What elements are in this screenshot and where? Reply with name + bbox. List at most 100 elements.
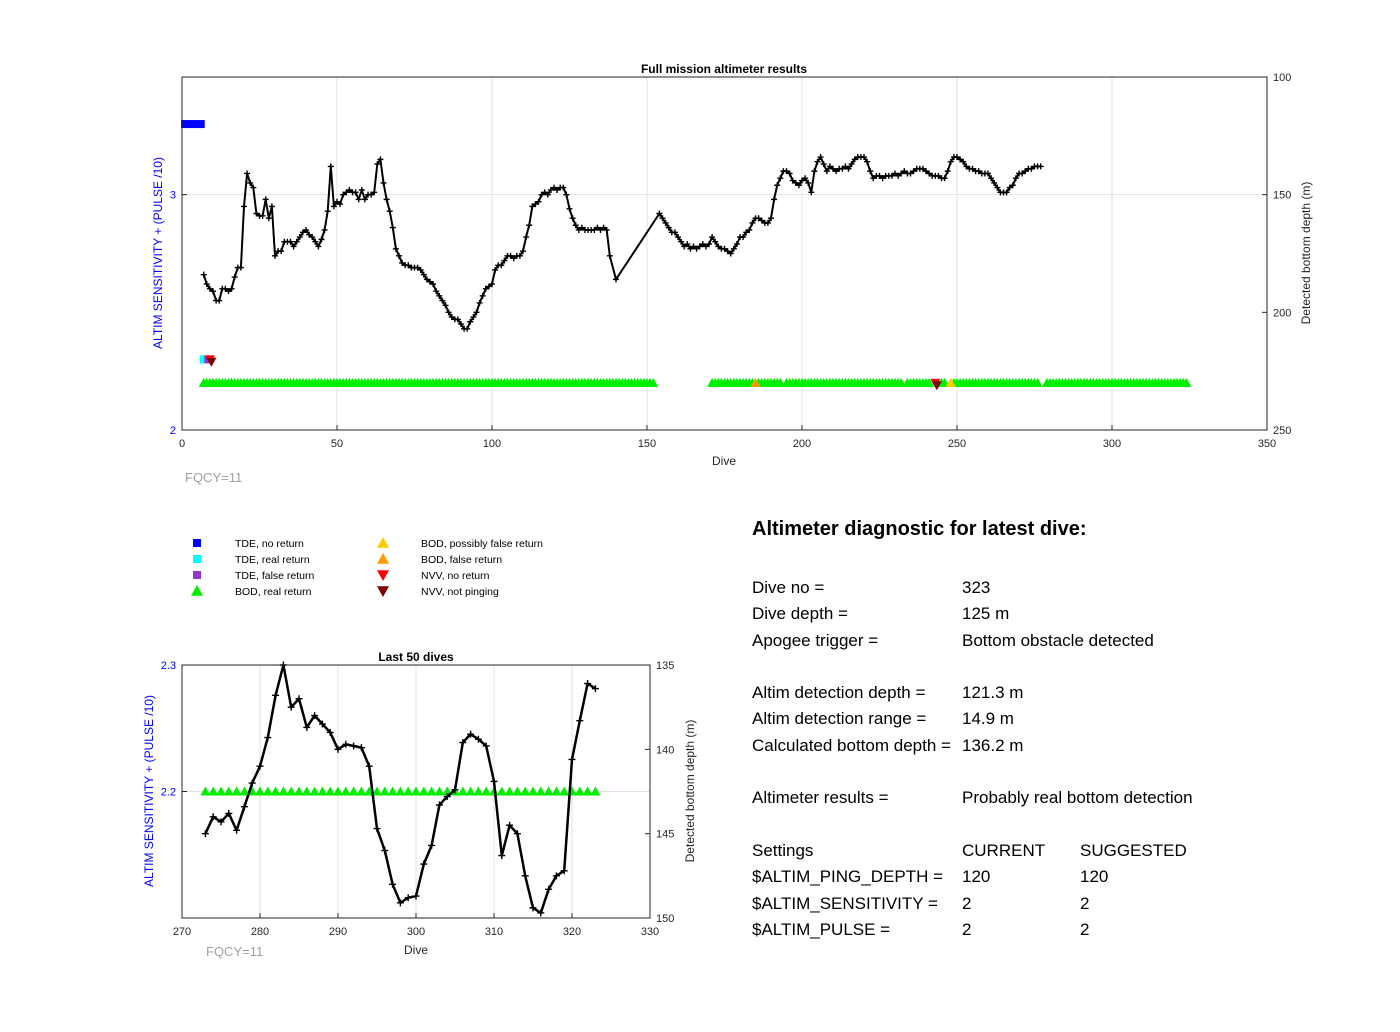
legend-label: NVV, no return <box>421 570 490 582</box>
depth-data-point <box>774 182 781 189</box>
depth-data-point <box>381 847 389 855</box>
bottom-chart-x-ticks: 270 280 290 300 310 320 330 <box>173 913 659 938</box>
depth-data-point <box>318 720 326 728</box>
spacer <box>752 654 1372 680</box>
depth-data-point <box>839 165 846 172</box>
depth-data-point <box>482 285 489 292</box>
depth-data-point <box>845 165 852 172</box>
settings-header-row: Settings CURRENT SUGGESTED <box>752 838 1372 864</box>
bod-real-return-marker <box>317 786 328 796</box>
depth-data-point <box>210 288 216 295</box>
depth-data-point <box>334 745 342 753</box>
depth-data-point <box>768 215 774 222</box>
top-chart-left-y-label: ALTIM SENSITIVITY + (PULSE /10) <box>151 157 165 349</box>
depth-data-point <box>687 245 694 252</box>
ping-depth-row: $ALTIM_PING_DEPTH = 120 120 <box>752 864 1372 890</box>
bod-real-return-marker <box>294 786 304 796</box>
depth-data-point <box>960 158 967 165</box>
depth-data-point <box>895 172 902 179</box>
depth-data-point <box>923 168 929 175</box>
depth-data-point <box>749 219 756 226</box>
depth-data-point <box>451 786 459 794</box>
depth-data-point <box>209 813 217 821</box>
right-tick-label: 140 <box>656 744 674 756</box>
depth-data-point <box>365 762 373 770</box>
depth-data-point <box>919 165 926 172</box>
bod-real-return-marker <box>208 786 219 796</box>
x-tick-label: 300 <box>407 926 425 938</box>
depth-data-point <box>371 189 378 196</box>
depth-data-point <box>423 276 430 283</box>
bod-real-return-marker <box>395 786 406 796</box>
apogee-trigger-label: Apogee trigger = <box>752 630 879 650</box>
depth-data-point <box>975 168 982 175</box>
dive-no-value: 323 <box>962 578 991 597</box>
current-column-label: CURRENT <box>962 840 1046 860</box>
top-chart-left-ticks: 23 <box>170 190 187 437</box>
depth-data-point <box>665 224 672 231</box>
sensitivity-row: $ALTIM_SENSITIVITY = 2 2 <box>752 891 1372 917</box>
bod-real-return-marker <box>559 786 570 796</box>
depth-data-point <box>545 885 553 893</box>
depth-data-point <box>820 161 827 168</box>
depth-data-point <box>306 231 313 238</box>
depth-data-point <box>507 252 514 259</box>
pulse-row: $ALTIM_PULSE = 2 2 <box>752 917 1372 943</box>
depth-data-point <box>569 215 576 222</box>
depth-data-point <box>898 170 905 177</box>
depth-data-point <box>435 801 443 809</box>
depth-data-point <box>244 170 251 177</box>
legend-item: BOD, possibly false return <box>377 537 543 550</box>
depth-data-point <box>547 186 554 193</box>
depth-data-point <box>842 163 849 170</box>
bod-real-return-marker <box>520 786 531 796</box>
depth-data-point <box>1009 182 1016 189</box>
depth-data-point <box>786 170 793 177</box>
right-tick-label: 250 <box>1273 425 1291 437</box>
sensitivity-suggested: 2 <box>1080 893 1090 913</box>
altimeter-results-value: Probably real bottom detection <box>962 788 1193 808</box>
detection-range-value: 14.9 m <box>962 709 1014 729</box>
depth-data-point <box>830 165 836 172</box>
depth-data-point <box>414 264 421 271</box>
depth-data-point <box>268 203 275 210</box>
depth-data-point <box>272 691 280 699</box>
depth-data-point <box>309 234 316 241</box>
depth-data-point <box>1022 168 1029 175</box>
depth-data-point <box>287 238 294 245</box>
depth-data-point <box>201 830 209 838</box>
bod-real-return-marker <box>231 786 242 796</box>
depth-data-point <box>740 234 747 241</box>
depth-data-point <box>392 245 399 252</box>
depth-data-point <box>476 299 483 306</box>
depth-data-point <box>358 186 365 193</box>
depth-data-point <box>389 880 397 888</box>
right-tick-label: 200 <box>1273 307 1291 319</box>
depth-data-point <box>526 222 533 229</box>
calculated-depth-label: Calculated bottom depth = <box>752 735 951 755</box>
depth-data-point <box>327 163 334 170</box>
depth-data-point <box>597 226 604 233</box>
top-chart-fqcy-annotation: FQCY=11 <box>185 470 242 485</box>
ping-depth-current: 120 <box>962 867 991 887</box>
depth-data-point <box>492 266 499 273</box>
right-tick-label: 135 <box>656 660 674 672</box>
depth-data-point <box>783 168 790 175</box>
depth-data-point <box>764 219 771 226</box>
depth-data-point <box>303 723 311 731</box>
bod-real-return-marker <box>255 786 265 796</box>
ping-depth-suggested: 120 <box>1080 867 1109 887</box>
depth-data-point <box>746 226 753 233</box>
depth-data-point <box>250 184 257 191</box>
depth-data-point <box>498 262 505 269</box>
depth-data-point <box>532 201 539 208</box>
dive-depth-row: Dive depth = 125 m <box>752 601 1372 627</box>
bottom-chart-left-ticks: 2.2 2.3 <box>161 660 187 799</box>
depth-data-point <box>826 163 833 170</box>
depth-data-point <box>516 252 523 259</box>
depth-data-point <box>436 292 443 299</box>
bod-real-return-marker <box>434 786 445 796</box>
pulse-label: $ALTIM_PULSE = <box>752 919 891 939</box>
depth-data-point <box>879 175 886 182</box>
apogee-trigger-row: Apogee trigger = Bottom obstacle detecte… <box>752 628 1372 654</box>
